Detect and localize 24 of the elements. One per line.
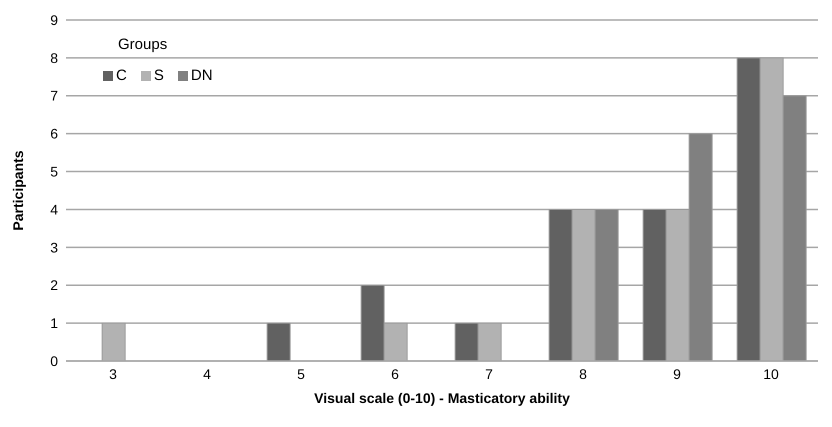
- legend-label: DN: [190, 67, 213, 84]
- x-tick-label: 9: [673, 366, 682, 382]
- y-tick-label: 0: [50, 352, 58, 369]
- legend-title: Groups: [118, 36, 168, 53]
- x-tick-label: 7: [485, 366, 494, 382]
- y-tick-label: 1: [50, 315, 58, 332]
- x-axis-title: Visual scale (0-10) - Masticatory ability: [314, 390, 570, 406]
- y-tick-label: 7: [50, 88, 58, 104]
- legend-label: S: [154, 67, 164, 84]
- x-tick-label: 8: [579, 366, 588, 382]
- x-tick-label: 6: [391, 366, 400, 382]
- y-tick-label: 6: [50, 126, 58, 142]
- y-axis-title: Participants: [10, 150, 26, 231]
- x-tick-label: 10: [763, 366, 779, 382]
- y-tick-label: 4: [50, 201, 58, 218]
- y-tick-label: 8: [50, 50, 58, 66]
- x-tick-label: 4: [203, 366, 212, 382]
- y-tick-label: 2: [50, 277, 58, 294]
- y-tick-label: 3: [50, 239, 58, 256]
- legend-label: C: [116, 67, 127, 84]
- x-tick-label: 5: [297, 366, 306, 382]
- y-tick-label: 9: [50, 12, 58, 28]
- x-tick-label: 3: [109, 366, 118, 382]
- y-tick-label: 5: [50, 164, 58, 180]
